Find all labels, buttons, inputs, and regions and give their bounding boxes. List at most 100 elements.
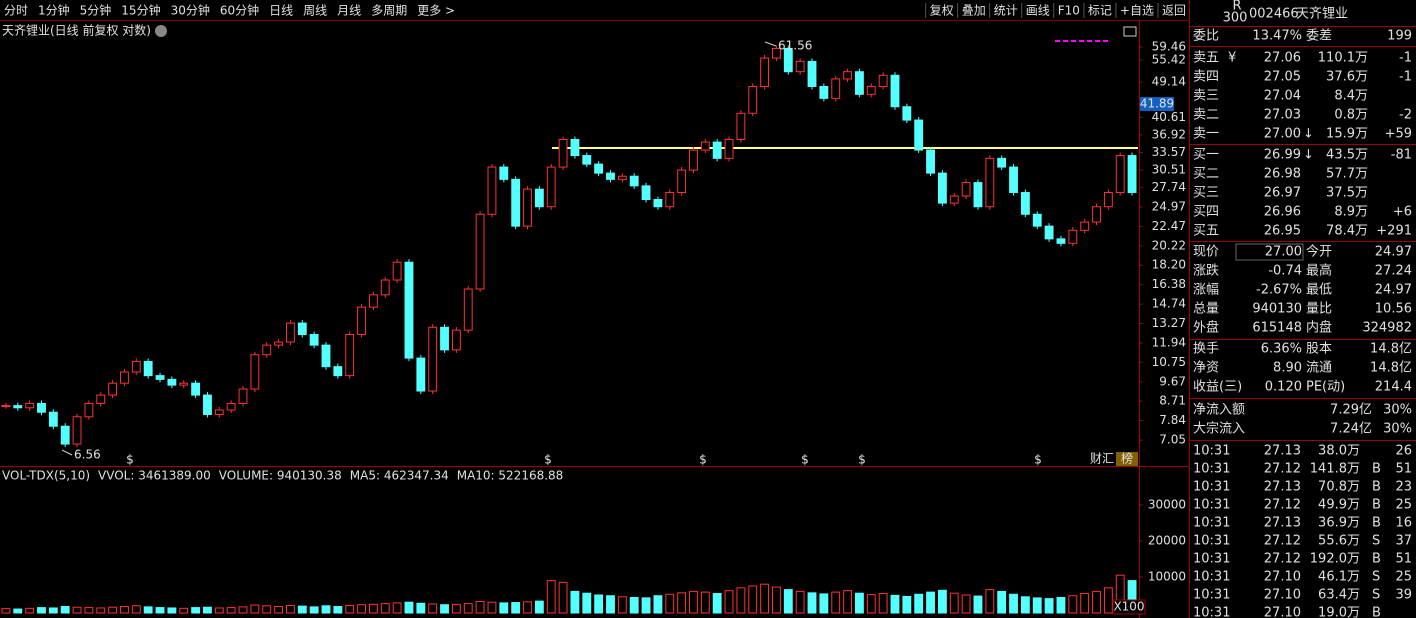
trade-side: B [1372, 480, 1381, 495]
toolbar-action[interactable]: 返回 [1162, 4, 1186, 18]
window-icon[interactable] [1123, 26, 1137, 37]
period-tab[interactable]: 60分钟 [220, 3, 259, 18]
event-marker[interactable]: $ [126, 453, 134, 467]
candle [392, 261, 402, 281]
trade-count: 25 [1395, 498, 1412, 513]
candle [286, 322, 295, 343]
ratio-value: 13.47% [1252, 29, 1302, 44]
event-marker[interactable]: $ [699, 453, 707, 467]
volume-bar [653, 595, 663, 614]
y-tick-label: 33.57 [1152, 145, 1186, 159]
book-volume: 0.8万 [1334, 108, 1368, 123]
candle [1080, 221, 1090, 231]
event-marker[interactable]: $ [858, 453, 866, 467]
volume-bar [333, 606, 343, 614]
volume-bar [629, 597, 639, 614]
stat-label: 流通 [1306, 361, 1332, 376]
candle [451, 329, 461, 351]
candle [1103, 192, 1113, 208]
book-price: 27.06 [1264, 51, 1301, 66]
volume-bar [558, 581, 568, 614]
volume-bar [1068, 595, 1078, 614]
toolbar-action[interactable]: 统计 [994, 4, 1018, 18]
book-price: 26.98 [1264, 167, 1301, 182]
toolbar-action[interactable]: 复权 [930, 4, 954, 18]
event-marker[interactable]: $ [544, 453, 552, 467]
volume-bar [1056, 597, 1066, 614]
period-tab[interactable]: 30分钟 [171, 3, 210, 18]
toolbar-action[interactable]: +自选 [1120, 4, 1154, 18]
book-change: +6 [1393, 205, 1412, 220]
candle [1044, 225, 1054, 240]
candle [143, 360, 153, 377]
stat-value: 615148 [1252, 321, 1302, 336]
stat-value: 24.97 [1375, 245, 1412, 260]
icon[interactable]: 榜 [1121, 451, 1133, 466]
volume-bar [48, 607, 58, 614]
trade-price: 27.12 [1264, 498, 1301, 513]
candle [48, 411, 58, 427]
period-tab[interactable]: 1分钟 [38, 3, 70, 18]
period-tab[interactable]: 5分钟 [80, 3, 112, 18]
volume-bar [321, 605, 331, 614]
candle [214, 409, 224, 415]
volume-bar [440, 604, 449, 614]
book-label: 买三 [1193, 186, 1219, 201]
candle [665, 192, 675, 208]
icon[interactable]: 财汇 [1090, 452, 1114, 466]
period-tab[interactable]: 周线 [303, 4, 327, 18]
stat-label: 外盘 [1193, 320, 1219, 336]
volume-bar [997, 590, 1007, 614]
period-tab[interactable]: 多周期 [371, 4, 407, 18]
volume-bar [760, 583, 770, 614]
period-tab[interactable]: 更多 > [417, 4, 455, 18]
stat-value: 10.56 [1375, 302, 1412, 317]
candle [594, 163, 604, 174]
volume-bar [748, 585, 758, 614]
event-marker[interactable]: $ [1034, 453, 1042, 467]
candle [700, 141, 710, 151]
indicator-text: MA10: 522168.88 [457, 469, 564, 483]
badge: R [1232, 0, 1241, 14]
book-volume: 110.1万 [1318, 51, 1368, 66]
trade-price: 27.13 [1264, 444, 1301, 459]
volume-bar [487, 601, 497, 614]
trade-side: S [1372, 534, 1380, 549]
book-price: 26.99 [1264, 148, 1301, 163]
volume-bar [309, 606, 319, 614]
period-tab[interactable]: 15分钟 [121, 3, 160, 18]
volume-bar [926, 591, 935, 614]
volume-bar [831, 591, 841, 614]
event-marker[interactable]: $ [801, 453, 809, 467]
period-tab[interactable]: 分时 [4, 4, 28, 18]
title-menu[interactable] [155, 25, 167, 37]
volume-bar [772, 586, 781, 614]
flow-pct: 30% [1383, 403, 1412, 418]
toolbar-action[interactable]: 画线 [1026, 4, 1050, 18]
toolbar-action[interactable]: 叠加 [962, 4, 986, 18]
book-arrow: ↓ [1303, 127, 1314, 142]
book-volume: 8.4万 [1334, 89, 1368, 104]
trade-volume: 63.4万 [1318, 588, 1360, 603]
candle [937, 172, 947, 204]
candle [1020, 192, 1030, 215]
candle [558, 139, 568, 168]
toolbar-action[interactable]: 标记 [1088, 4, 1112, 18]
trade-count: 23 [1395, 480, 1412, 495]
candle [380, 279, 390, 296]
period-tab[interactable]: 日线 [269, 4, 293, 18]
candle [191, 382, 201, 396]
candle [511, 178, 521, 227]
period-tab[interactable]: 月线 [337, 4, 361, 18]
candle [1032, 213, 1042, 227]
volume-bar [914, 593, 924, 614]
volume-bar [570, 590, 580, 614]
toolbar-action[interactable]: F10 [1058, 4, 1080, 18]
volume-bar [155, 607, 165, 614]
candle [37, 402, 46, 413]
volume-bar [25, 607, 35, 614]
candle [333, 366, 343, 377]
book-price: 27.03 [1264, 108, 1301, 123]
book-price: 27.04 [1264, 89, 1301, 104]
